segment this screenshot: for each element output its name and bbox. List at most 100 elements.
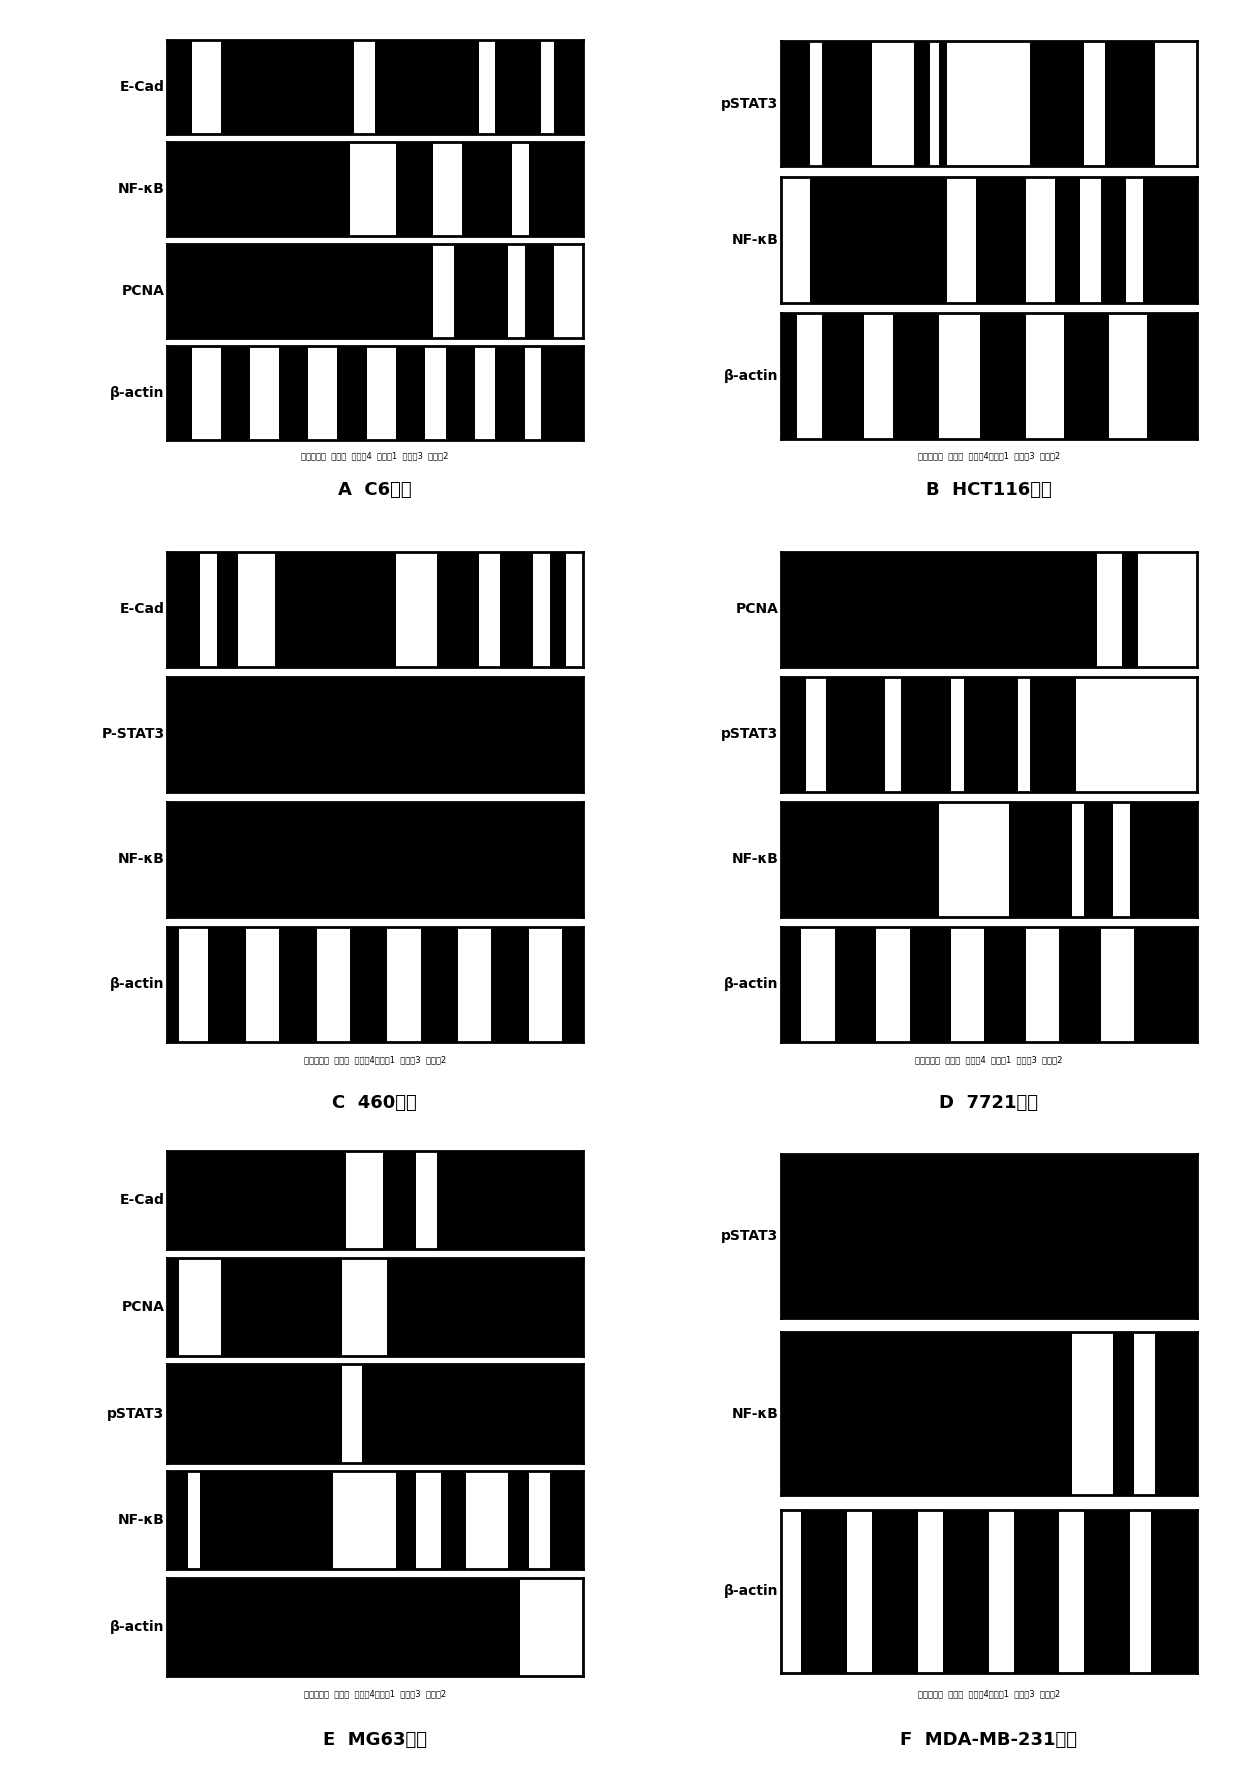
- Bar: [475, 346, 496, 441]
- Bar: [1025, 926, 1059, 1041]
- Bar: [341, 1258, 387, 1357]
- Bar: [508, 244, 525, 339]
- Bar: [387, 1258, 429, 1357]
- Bar: [355, 39, 374, 134]
- Bar: [479, 39, 496, 134]
- Bar: [549, 552, 567, 667]
- Bar: [1071, 1331, 1114, 1495]
- Bar: [1030, 677, 1076, 792]
- Text: pSTAT3: pSTAT3: [722, 97, 779, 111]
- Bar: [454, 244, 508, 339]
- Bar: [1110, 314, 1147, 439]
- Bar: [877, 926, 910, 1041]
- Bar: [1030, 41, 1084, 167]
- Bar: [167, 39, 192, 134]
- Bar: [1126, 177, 1142, 303]
- Bar: [918, 1509, 942, 1674]
- Bar: [458, 926, 491, 1041]
- Bar: [1135, 926, 1197, 1041]
- Bar: [167, 1577, 521, 1676]
- Bar: [491, 926, 528, 1041]
- Text: NF-κB: NF-κB: [118, 183, 165, 195]
- Bar: [1114, 801, 1130, 916]
- Bar: [988, 1509, 1013, 1674]
- Bar: [826, 677, 884, 792]
- Bar: [167, 1150, 346, 1249]
- Bar: [187, 1471, 200, 1570]
- Bar: [1154, 41, 1197, 167]
- Bar: [797, 314, 822, 439]
- Bar: [554, 244, 583, 339]
- Bar: [872, 1509, 918, 1674]
- Bar: [976, 177, 1025, 303]
- Bar: [396, 346, 425, 441]
- Bar: [1025, 177, 1055, 303]
- Bar: [341, 1364, 362, 1462]
- Text: NF-κB: NF-κB: [732, 1407, 779, 1421]
- Text: β-actin: β-actin: [110, 977, 165, 991]
- Bar: [167, 142, 350, 237]
- Bar: [1013, 1509, 1059, 1674]
- Bar: [1097, 552, 1122, 667]
- Bar: [387, 926, 420, 1041]
- Bar: [167, 1471, 187, 1570]
- Bar: [781, 1509, 801, 1674]
- Text: 正常对照组  模型组  化合物4化合物1  化合物3  化合物2: 正常对照组 模型组 化合物4化合物1 化合物3 化合物2: [918, 1690, 1060, 1699]
- Bar: [914, 41, 930, 167]
- Bar: [316, 926, 350, 1041]
- Bar: [528, 142, 583, 237]
- Bar: [1159, 801, 1197, 916]
- Bar: [350, 926, 387, 1041]
- Text: P-STAT3: P-STAT3: [102, 728, 165, 742]
- Bar: [781, 552, 1097, 667]
- Bar: [781, 177, 810, 303]
- Bar: [1064, 314, 1110, 439]
- Bar: [533, 552, 549, 667]
- Bar: [383, 1150, 417, 1249]
- Bar: [810, 177, 947, 303]
- Bar: [396, 552, 438, 667]
- Bar: [1059, 926, 1101, 1041]
- Bar: [433, 244, 454, 339]
- Bar: [433, 142, 463, 237]
- Bar: [383, 1364, 583, 1462]
- Bar: [521, 1577, 583, 1676]
- Text: B  HCT116细胞: B HCT116细胞: [926, 482, 1052, 500]
- Text: D  7721细胞: D 7721细胞: [939, 1093, 1038, 1113]
- Text: 正常对照组  模型组  化合物4化合物1  化合物3  化合物2: 正常对照组 模型组 化合物4化合物1 化合物3 化合物2: [304, 1055, 446, 1064]
- Text: E-Cad: E-Cad: [120, 81, 165, 93]
- Bar: [1130, 801, 1159, 916]
- Bar: [180, 926, 208, 1041]
- Text: β-actin: β-actin: [724, 369, 779, 383]
- Text: pSTAT3: pSTAT3: [722, 728, 779, 742]
- Text: 正常对照组  模型组  化合物4  化合物1  化合物3  化合物2: 正常对照组 模型组 化合物4 化合物1 化合物3 化合物2: [915, 1055, 1063, 1064]
- Bar: [1025, 314, 1064, 439]
- Bar: [374, 39, 479, 134]
- Bar: [525, 244, 554, 339]
- Bar: [910, 926, 951, 1041]
- Bar: [466, 1471, 508, 1570]
- Text: E-Cad: E-Cad: [120, 602, 165, 616]
- Bar: [496, 346, 525, 441]
- Bar: [1138, 552, 1197, 667]
- Bar: [167, 244, 433, 339]
- Bar: [942, 1509, 988, 1674]
- Bar: [872, 41, 914, 167]
- Bar: [479, 552, 500, 667]
- Text: PCNA: PCNA: [735, 602, 779, 616]
- Text: pSTAT3: pSTAT3: [108, 1407, 165, 1421]
- Bar: [901, 677, 951, 792]
- Bar: [947, 177, 976, 303]
- Bar: [221, 346, 250, 441]
- Bar: [1154, 1331, 1197, 1495]
- Bar: [500, 552, 533, 667]
- Text: F  MDA-MB-231细胞: F MDA-MB-231细胞: [900, 1731, 1078, 1749]
- Bar: [1114, 1331, 1135, 1495]
- Bar: [346, 1150, 383, 1249]
- Bar: [1076, 677, 1197, 792]
- Bar: [939, 41, 947, 167]
- Bar: [1101, 926, 1135, 1041]
- Bar: [1147, 314, 1197, 439]
- Bar: [396, 142, 433, 237]
- Bar: [417, 1471, 441, 1570]
